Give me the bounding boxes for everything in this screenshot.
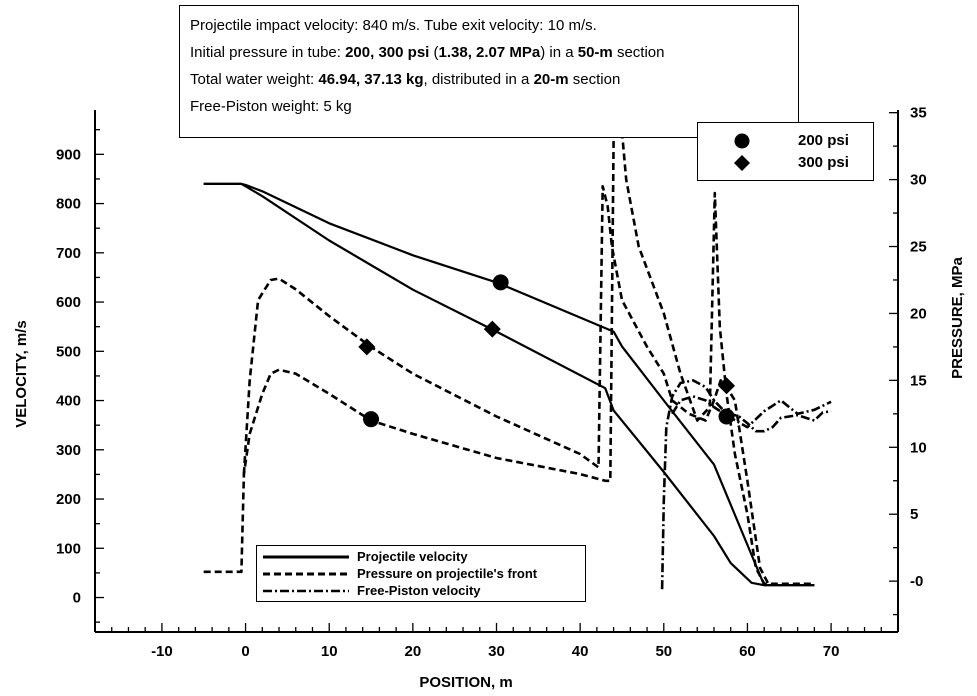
y-axis-left-title: VELOCITY, m/s	[13, 320, 30, 428]
y-right-tick-label: 30	[910, 172, 927, 189]
legend-item-free-piston: Free-Piston velocity	[257, 583, 585, 600]
y-left-tick-label: 300	[56, 442, 81, 459]
solid-line-swatch-icon	[263, 555, 349, 559]
y-right-tick-label: 20	[910, 305, 927, 322]
info-line-3a: Total water weight:	[190, 71, 319, 88]
info-line-2e: ) in a	[540, 44, 578, 61]
data-point-diamond	[483, 320, 501, 338]
data-point-circle	[492, 274, 509, 291]
legend-label-pressure: Pressure on projectile's front	[357, 566, 538, 581]
tick-labels: -10 0 10 20 30 40 50 60 700100200300400500600700…	[56, 105, 927, 660]
info-line-2g: section	[612, 44, 665, 61]
legend-item-200psi: 200 psi	[698, 131, 873, 153]
info-line-3d: 20-m	[533, 71, 569, 88]
legend-item-projectile-velocity: Projectile velocity	[257, 549, 585, 566]
x-tick-label: 50	[655, 643, 672, 660]
info-line-3: Total water weight: 46.94, 37.13 kg, dis…	[190, 66, 788, 93]
y-left-tick-label: 700	[56, 245, 81, 262]
line-style-legend: Projectile velocity Pressure on projecti…	[256, 545, 586, 602]
data-point-circle	[718, 408, 735, 425]
x-tick-label: 40	[572, 643, 589, 660]
y-right-tick-label: 25	[910, 239, 927, 256]
info-line-1: Projectile impact velocity: 840 m/s. Tub…	[190, 12, 788, 39]
legend-item-300psi: 300 psi	[698, 153, 873, 175]
y-left-tick-label: 600	[56, 294, 81, 311]
series-line-dashed-4	[242, 185, 770, 585]
info-line-4: Free-Piston weight: 5 kg	[190, 93, 788, 120]
series-line-dashdot-6	[671, 395, 832, 433]
legend-label-200psi: 200 psi	[798, 132, 849, 149]
parameters-box: Projectile impact velocity: 840 m/s. Tub…	[179, 5, 799, 138]
y-left-tick-label: 500	[56, 343, 81, 360]
y-axis-right-title: PRESSURE, MPa	[949, 256, 966, 378]
series-layer	[203, 111, 832, 590]
series-line-dashdot-5	[660, 379, 832, 590]
y-right-tick-label: 15	[910, 372, 927, 389]
x-tick-label: 60	[739, 643, 756, 660]
info-line-2b: 200, 300 psi	[345, 44, 430, 61]
marker-legend: 200 psi 300 psi	[697, 122, 874, 181]
axes	[94, 110, 899, 633]
y-left-tick-label: 800	[56, 196, 81, 213]
y-right-tick-label: 10	[910, 439, 927, 456]
y-right-tick-label: 35	[910, 105, 927, 122]
marker-layer	[358, 274, 736, 428]
dashdot-line-swatch-icon	[263, 589, 349, 593]
diamond-marker-icon	[734, 155, 750, 171]
legend-label-projectile-velocity: Projectile velocity	[357, 549, 468, 564]
legend-item-pressure: Pressure on projectile's front	[257, 566, 585, 583]
info-line-2f: 50-m	[577, 44, 613, 61]
info-line-2a: Initial pressure in tube:	[190, 44, 346, 61]
y-left-tick-label: 0	[73, 590, 81, 607]
y-left-tick-label: 400	[56, 393, 81, 410]
data-point-circle	[363, 411, 380, 428]
info-line-3e: section	[568, 71, 621, 88]
x-tick-label: 70	[823, 643, 840, 660]
data-point-diamond	[358, 338, 376, 356]
info-line-3b: 46.94, 37.13 kg	[318, 71, 424, 88]
info-line-2d: 1.38, 2.07 MPa	[438, 44, 541, 61]
info-line-2: Initial pressure in tube: 200, 300 psi (…	[190, 39, 788, 66]
y-left-tick-label: 900	[56, 146, 81, 163]
x-tick-label: 10	[321, 643, 338, 660]
data-point-diamond	[718, 377, 736, 395]
info-line-4-text: Free-Piston weight: 5 kg	[190, 98, 352, 115]
y-left-tick-label: 100	[56, 540, 81, 557]
series-line-solid-2	[203, 182, 815, 587]
info-line-3c: , distributed in a	[423, 71, 534, 88]
legend-label-free-piston: Free-Piston velocity	[357, 583, 481, 598]
x-axis-title: POSITION, m	[419, 674, 512, 691]
y-right-tick-label: 5	[910, 506, 918, 523]
legend-label-300psi: 300 psi	[798, 154, 849, 171]
x-tick-label: 0	[241, 643, 249, 660]
series-line-dashed-3	[203, 111, 815, 586]
x-tick-label: 30	[488, 643, 505, 660]
circle-marker-icon	[734, 133, 750, 149]
y-left-tick-label: 200	[56, 491, 81, 508]
info-line-1-text: Projectile impact velocity: 840 m/s. Tub…	[190, 17, 597, 34]
dashed-line-swatch-icon	[263, 572, 349, 576]
x-tick-label: -10	[151, 643, 173, 660]
y-right-tick-label: -0	[910, 573, 923, 590]
info-line-2c: (	[429, 44, 439, 61]
x-tick-label: 20	[405, 643, 422, 660]
